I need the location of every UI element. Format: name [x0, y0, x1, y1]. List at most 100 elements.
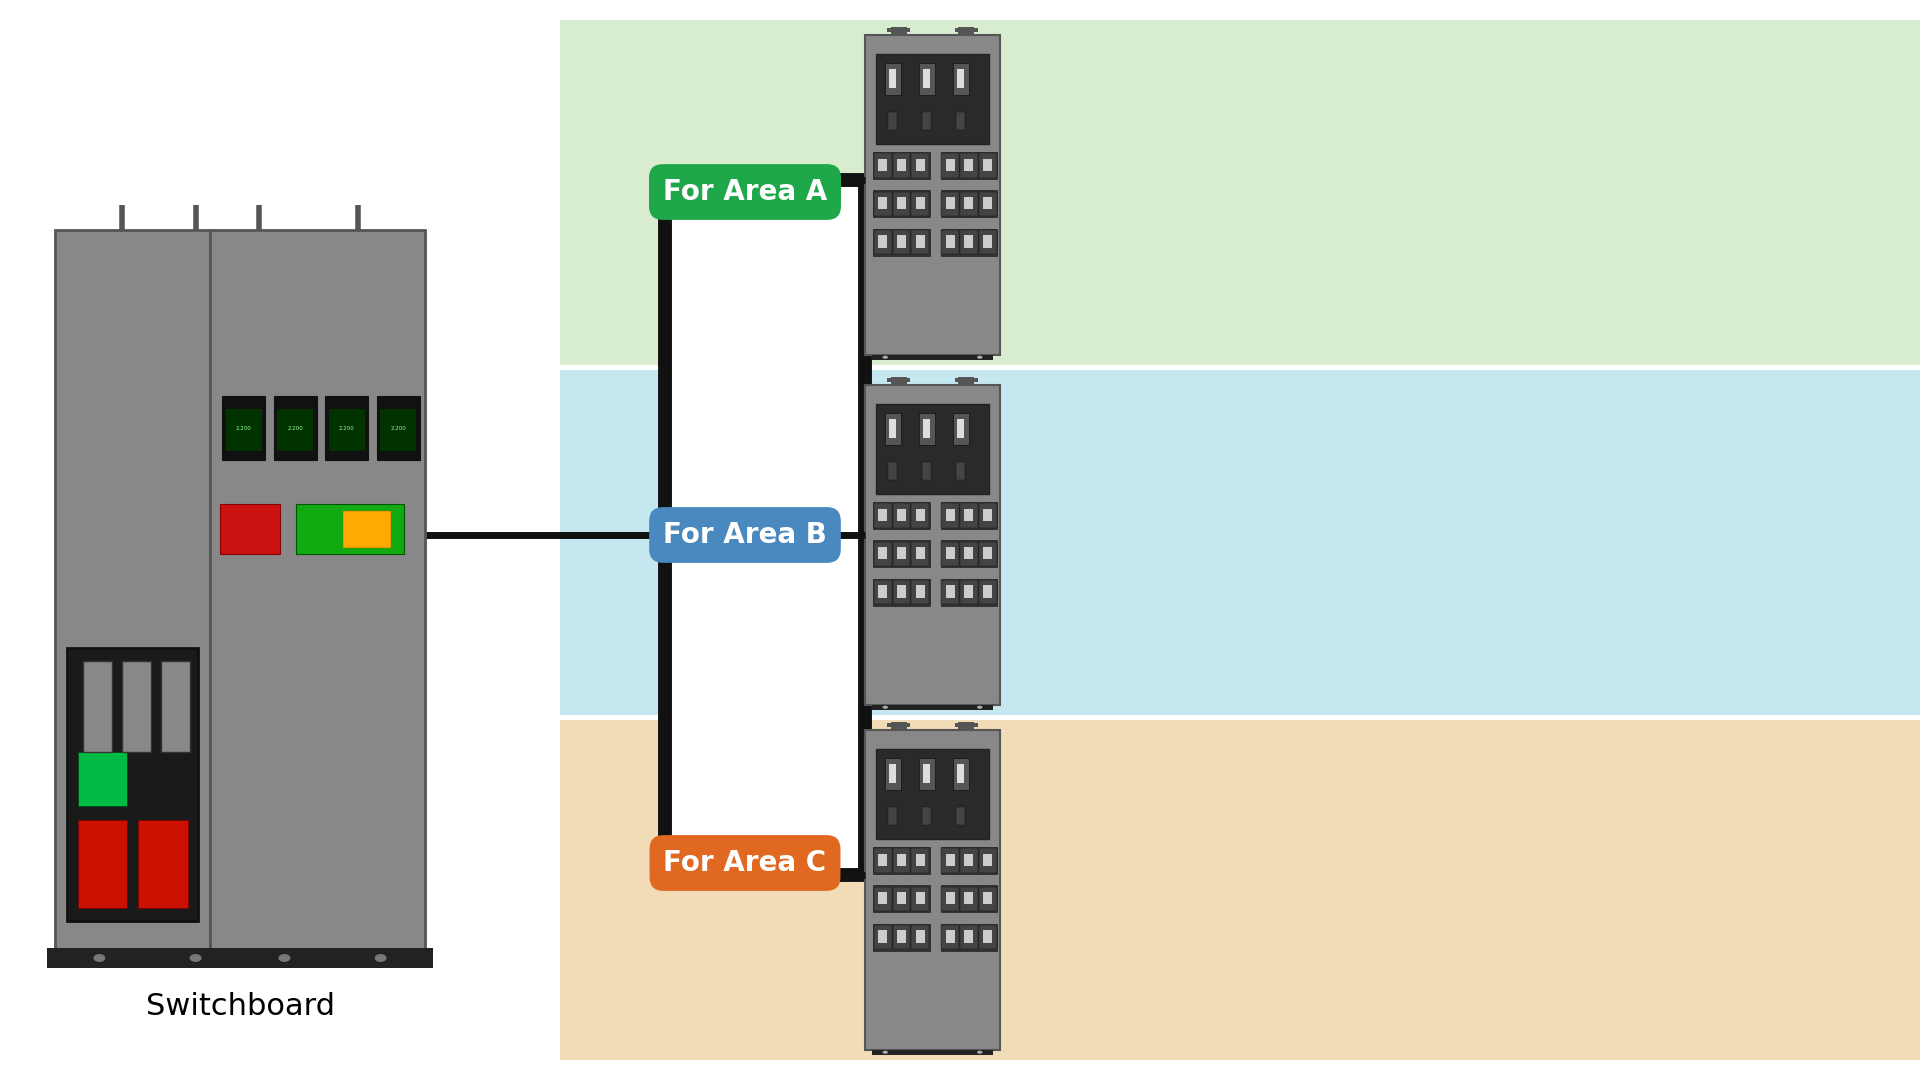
Bar: [874, 924, 891, 949]
Bar: [561, 21, 1920, 365]
Bar: [964, 892, 973, 904]
Bar: [885, 414, 900, 445]
Bar: [889, 112, 897, 131]
Bar: [161, 661, 190, 752]
Bar: [979, 887, 996, 912]
Bar: [912, 191, 929, 216]
Text: For Area A: For Area A: [662, 178, 828, 206]
Bar: [941, 848, 958, 873]
Bar: [877, 197, 887, 210]
Bar: [941, 886, 996, 913]
Bar: [979, 230, 996, 255]
Bar: [960, 887, 977, 912]
Bar: [983, 197, 993, 210]
Bar: [983, 546, 993, 559]
Bar: [964, 159, 973, 171]
Bar: [956, 112, 966, 131]
Bar: [874, 886, 929, 913]
Bar: [46, 948, 434, 968]
Bar: [916, 159, 925, 171]
Bar: [945, 235, 954, 247]
Bar: [941, 502, 996, 529]
Bar: [877, 930, 887, 943]
Bar: [983, 892, 993, 904]
Bar: [866, 730, 1000, 1050]
Bar: [887, 378, 910, 382]
Bar: [941, 580, 958, 605]
Bar: [912, 541, 929, 566]
Bar: [889, 462, 897, 481]
Bar: [897, 930, 906, 943]
Bar: [874, 190, 929, 217]
Bar: [941, 847, 996, 874]
Bar: [874, 229, 929, 256]
Bar: [138, 820, 188, 907]
Bar: [897, 585, 906, 597]
Bar: [876, 750, 989, 839]
Bar: [941, 540, 996, 567]
Bar: [956, 808, 966, 825]
Ellipse shape: [883, 355, 887, 359]
Bar: [877, 892, 887, 904]
Bar: [276, 408, 313, 450]
Bar: [979, 191, 996, 216]
Bar: [891, 377, 906, 384]
Bar: [941, 541, 958, 566]
Bar: [960, 153, 977, 177]
Bar: [324, 395, 369, 460]
Ellipse shape: [94, 954, 106, 962]
Ellipse shape: [190, 954, 202, 962]
Bar: [877, 585, 887, 597]
Ellipse shape: [977, 1051, 983, 1054]
Bar: [1029, 30, 1910, 355]
Bar: [960, 580, 977, 605]
Bar: [877, 235, 887, 247]
Bar: [893, 503, 910, 528]
Bar: [945, 585, 954, 597]
Bar: [380, 408, 417, 450]
Bar: [979, 153, 996, 177]
Bar: [945, 509, 954, 521]
Bar: [920, 758, 935, 789]
Bar: [958, 68, 964, 89]
Bar: [912, 887, 929, 912]
Bar: [924, 419, 929, 438]
Bar: [897, 546, 906, 559]
Bar: [912, 848, 929, 873]
Bar: [912, 153, 929, 177]
Bar: [958, 27, 973, 35]
Bar: [79, 752, 127, 807]
Bar: [874, 502, 929, 529]
Bar: [887, 723, 910, 727]
Bar: [954, 378, 977, 382]
Bar: [874, 580, 891, 605]
Bar: [874, 848, 891, 873]
Text: Switchboard: Switchboard: [146, 993, 334, 1021]
Bar: [897, 197, 906, 210]
Bar: [885, 758, 900, 789]
Bar: [945, 892, 954, 904]
Bar: [891, 723, 906, 730]
Bar: [916, 585, 925, 597]
Bar: [958, 723, 973, 730]
Text: 2.200: 2.200: [288, 426, 303, 431]
Bar: [964, 197, 973, 210]
Bar: [866, 35, 1000, 355]
Bar: [922, 112, 931, 131]
Bar: [960, 924, 977, 949]
Ellipse shape: [374, 954, 386, 962]
Bar: [889, 808, 897, 825]
Bar: [941, 924, 958, 949]
Bar: [952, 414, 970, 445]
Bar: [954, 28, 977, 31]
Bar: [912, 580, 929, 605]
Bar: [874, 847, 929, 874]
Bar: [964, 235, 973, 247]
Bar: [876, 404, 989, 494]
Bar: [983, 235, 993, 247]
Bar: [916, 853, 925, 866]
Bar: [979, 580, 996, 605]
Bar: [983, 853, 993, 866]
Text: For Area B: For Area B: [662, 521, 828, 549]
Bar: [958, 419, 964, 438]
